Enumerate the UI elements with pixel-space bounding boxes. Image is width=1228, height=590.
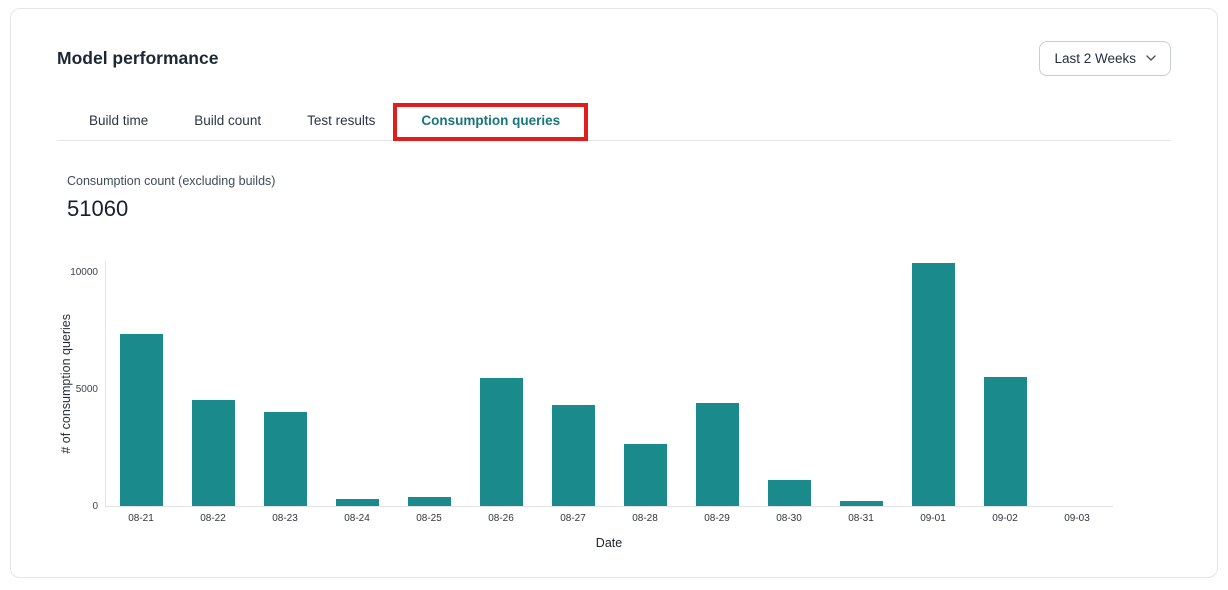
tab-test-results[interactable]: Test results [307, 111, 375, 130]
page-title: Model performance [57, 47, 219, 68]
chart-bar-slot: 08-27 [537, 260, 609, 524]
chart-bar-slot: 08-30 [753, 260, 825, 524]
tab-label: Build time [89, 113, 149, 128]
chart-bar [119, 334, 163, 506]
tab-label: Test results [307, 113, 376, 128]
y-tick-label: 5000 [75, 384, 98, 395]
tab-build-time[interactable]: Build time [89, 111, 148, 130]
x-tick-label: 08-21 [128, 513, 154, 524]
chart-bar-slot: 08-28 [609, 260, 681, 524]
chart-bar [407, 497, 451, 506]
time-range-dropdown[interactable]: Last 2 Weeks [1039, 40, 1171, 76]
consumption-queries-chart: # of consumption queries 0 5000 10000 08-2… [57, 260, 1171, 550]
x-tick-label: 08-22 [200, 513, 226, 524]
chart-bar-slot: 08-22 [177, 260, 249, 524]
x-tick-label: 08-24 [344, 513, 370, 524]
x-tick-label: 08-31 [848, 513, 874, 524]
x-tick-label: 09-02 [992, 513, 1018, 524]
chart-bar [551, 405, 595, 506]
chevron-down-icon [1146, 55, 1156, 61]
chart-bar-slot: 08-25 [393, 260, 465, 524]
x-tick-label: 08-25 [416, 513, 442, 524]
chart-bar [983, 377, 1027, 506]
card-header: Model performance Last 2 Weeks [57, 39, 1171, 77]
chart-bar-slot: 09-01 [897, 260, 969, 524]
chart-bar [839, 501, 883, 506]
tab-consumption-queries[interactable]: Consumption queries [393, 103, 589, 141]
chart-bar [263, 412, 307, 506]
plot-area: 08-21 08-22 08-23 08-24 08-25 08-26 08-27 08-28… [105, 260, 1113, 524]
x-axis-title: Date [595, 536, 623, 550]
time-range-value: Last 2 Weeks [1054, 50, 1136, 66]
tab-bar: Build time Build count Test results Cons… [57, 103, 1171, 141]
chart-bar-slot: 09-02 [969, 260, 1041, 524]
chart-bar [911, 263, 955, 506]
x-tick-label: 09-03 [1064, 513, 1090, 524]
chart-bar-slot: 08-24 [321, 260, 393, 524]
chart-bar-slot: 08-26 [465, 260, 537, 524]
chart-bar-slot: 08-23 [249, 260, 321, 524]
x-tick-label: 08-26 [488, 513, 514, 524]
chart-bar-slot: 08-31 [825, 260, 897, 524]
chart-bar-slot: 09-03 [1041, 260, 1113, 524]
x-tick-label: 08-28 [632, 513, 658, 524]
y-tick-label: 0 [92, 501, 98, 512]
y-axis-label-column: # of consumption queries [57, 260, 75, 507]
chart-bar [623, 444, 667, 506]
x-tick-label: 08-27 [560, 513, 586, 524]
chart-bar [191, 400, 235, 506]
metric-value: 51060 [67, 196, 129, 221]
chart-bar [479, 378, 523, 506]
chart-bar [767, 480, 811, 506]
model-performance-card: Model performance Last 2 Weeks Build tim… [10, 8, 1218, 578]
chart-bar-slot: 08-21 [105, 260, 177, 524]
x-tick-label: 08-30 [776, 513, 802, 524]
consumption-count-metric: Consumption count (excluding builds) 510… [67, 173, 1171, 222]
y-axis-ticks: 0 5000 10000 [70, 260, 105, 512]
x-tick-label: 08-23 [272, 513, 298, 524]
chart-bar [695, 403, 739, 506]
tab-label: Build count [194, 113, 262, 128]
plot-column: 08-21 08-22 08-23 08-24 08-25 08-26 08-27 08-28… [105, 260, 1113, 550]
chart-bar [335, 499, 379, 506]
chart-bar-slot: 08-29 [681, 260, 753, 524]
metric-label: Consumption count (excluding builds) [67, 174, 276, 188]
tab-build-count[interactable]: Build count [194, 111, 261, 130]
tab-label: Consumption queries [421, 113, 561, 128]
x-tick-label: 09-01 [920, 513, 946, 524]
x-tick-label: 08-29 [704, 513, 730, 524]
y-tick-label: 10000 [70, 267, 98, 278]
y-axis-label: # of consumption queries [59, 313, 73, 454]
